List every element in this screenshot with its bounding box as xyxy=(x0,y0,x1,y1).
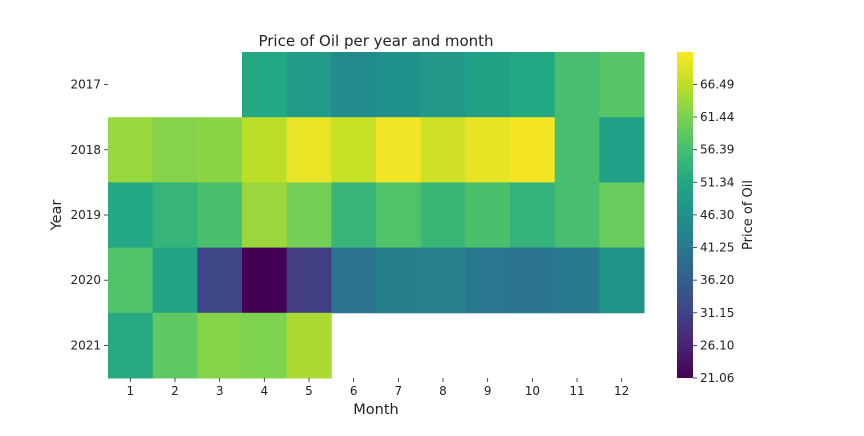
heatmap-cell xyxy=(286,117,332,183)
heatmap-cell xyxy=(554,117,600,183)
colorbar-tick-label: 31.15 xyxy=(700,306,734,320)
heatmap-cell xyxy=(331,117,377,183)
x-tick-label: 9 xyxy=(484,384,492,398)
x-tick-label: 11 xyxy=(569,384,584,398)
heatmap-cell xyxy=(510,182,556,249)
heatmap-cell xyxy=(376,182,422,249)
heatmap-cell xyxy=(331,52,377,118)
colorbar-tick-label: 61.44 xyxy=(700,110,734,124)
heatmap-cell xyxy=(599,117,645,183)
heatmap-cell xyxy=(554,247,600,314)
colorbar-tick-label: 51.34 xyxy=(700,175,734,189)
heatmap-cell xyxy=(197,117,243,183)
heatmap-cell xyxy=(420,182,466,249)
heatmap-cell xyxy=(152,117,198,183)
x-tick-label: 10 xyxy=(525,384,540,398)
heatmap-cell xyxy=(554,52,600,118)
heatmap-cell xyxy=(599,247,645,314)
heatmap-cell xyxy=(420,117,466,183)
x-tick-label: 4 xyxy=(261,384,269,398)
x-tick-label: 3 xyxy=(216,384,224,398)
heatmap-cell xyxy=(465,52,511,118)
heatmap-cell xyxy=(510,117,556,183)
y-tick-label: 2021 xyxy=(70,338,101,352)
heatmap-cell xyxy=(286,312,332,379)
heatmap-cell xyxy=(465,247,511,314)
heatmap-cell xyxy=(108,182,154,249)
heatmap-cell xyxy=(242,52,288,118)
heatmap-cell xyxy=(420,52,466,118)
x-tick-label: 2 xyxy=(171,384,179,398)
colorbar-tick-label: 66.49 xyxy=(700,77,734,91)
heatmap-cell xyxy=(554,182,600,249)
heatmap-cell xyxy=(331,247,377,314)
heatmap-cell xyxy=(286,182,332,249)
heatmap-cell xyxy=(599,182,645,249)
colorbar-ticks: 21.06 26.10 31.15 36.20 41.25 46.30 51.34 56.39… xyxy=(693,77,734,385)
heatmap-cell xyxy=(465,182,511,249)
x-tick-label: 1 xyxy=(127,384,135,398)
colorbar-tick-label: 36.20 xyxy=(700,273,734,287)
heatmap-cell xyxy=(152,312,198,379)
heatmap-cell xyxy=(376,52,422,118)
heatmap-cell xyxy=(376,117,422,183)
y-axis-ticks: 2017 2018 2019 2020 2021 xyxy=(70,78,108,352)
heatmap-cell xyxy=(242,182,288,249)
colorbar-tick-label: 26.10 xyxy=(700,338,734,352)
chart-title: Price of Oil per year and month xyxy=(258,32,493,50)
heatmap-cell xyxy=(510,247,556,314)
x-tick-label: 7 xyxy=(395,384,403,398)
y-tick-label: 2020 xyxy=(70,273,101,287)
heatmap-cells xyxy=(108,52,645,379)
heatmap-cell xyxy=(465,117,511,183)
heatmap-cell xyxy=(331,182,377,249)
heatmap-cell xyxy=(197,312,243,379)
y-axis-label: Year xyxy=(49,200,65,232)
heatmap-cell xyxy=(152,247,198,314)
heatmap-cell xyxy=(197,182,243,249)
heatmap-cell xyxy=(599,52,645,118)
heatmap-cell xyxy=(420,247,466,314)
x-tick-label: 5 xyxy=(305,384,313,398)
y-tick-label: 2018 xyxy=(70,143,101,157)
heatmap-cell xyxy=(286,247,332,314)
heatmap-cell xyxy=(242,117,288,183)
heatmap-cell xyxy=(286,52,332,118)
heatmap-cell xyxy=(510,52,556,118)
heatmap-cell xyxy=(108,312,154,379)
colorbar-tick-label: 56.39 xyxy=(700,143,734,157)
colorbar-tick-label: 41.25 xyxy=(700,241,734,255)
x-tick-label: 8 xyxy=(439,384,447,398)
colorbar-tick-label: 46.30 xyxy=(700,208,734,222)
colorbar xyxy=(677,52,693,378)
heatmap-cell xyxy=(376,247,422,314)
heatmap-cell xyxy=(108,247,154,314)
x-axis-ticks: 1 2 3 4 5 6 7 8 9 10 11 12 xyxy=(127,378,629,398)
heatmap-cell xyxy=(152,182,198,249)
heatmap-cell xyxy=(197,247,243,314)
heatmap-cell xyxy=(242,247,288,314)
x-axis-label: Month xyxy=(353,402,398,418)
colorbar-label: Price of Oil xyxy=(741,180,756,250)
x-tick-label: 12 xyxy=(614,384,629,398)
heatmap-cell xyxy=(108,117,154,183)
heatmap-cell xyxy=(242,312,288,379)
x-tick-label: 6 xyxy=(350,384,358,398)
colorbar-tick-label: 21.06 xyxy=(700,371,734,385)
y-tick-label: 2017 xyxy=(70,78,101,92)
y-tick-label: 2019 xyxy=(70,208,101,222)
